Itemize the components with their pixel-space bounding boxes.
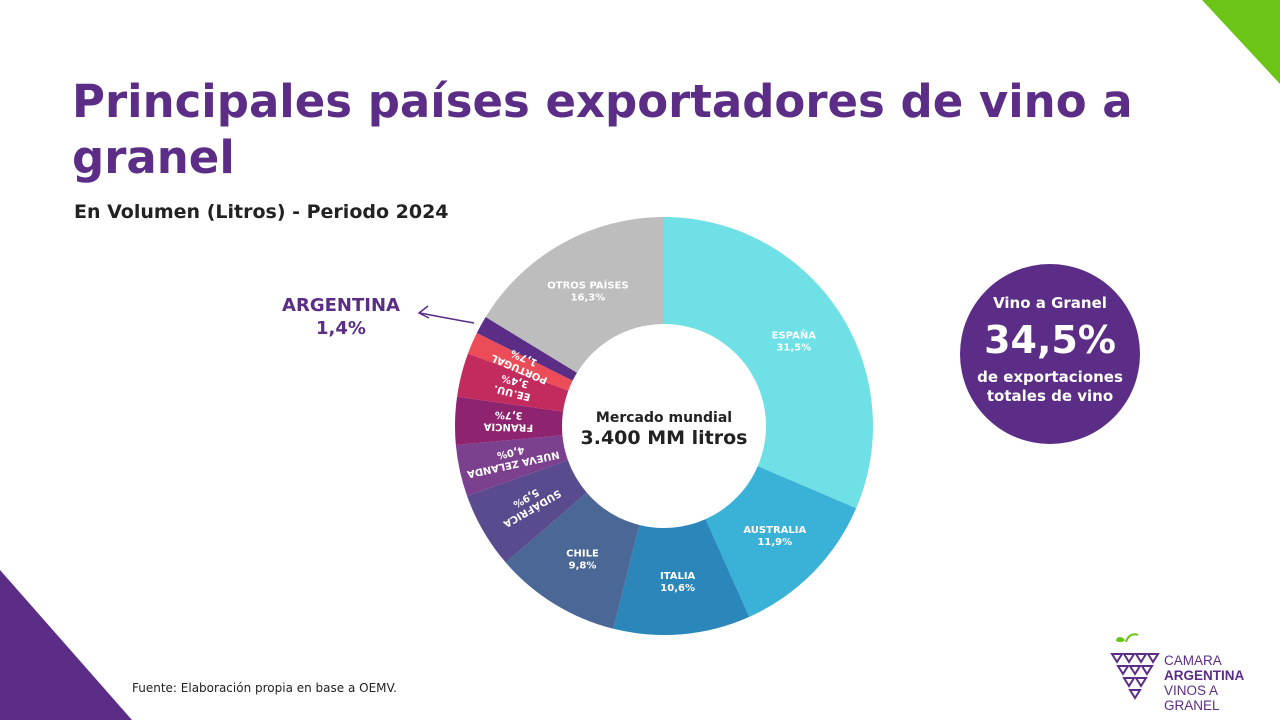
center-caption: Mercado mundial: [596, 410, 732, 426]
slice-nueva-zelanda: [455, 435, 568, 497]
slice-label-chile: CHILE 9,8%: [566, 548, 599, 571]
page-title: Principales países exportadores de vino …: [72, 75, 1133, 184]
slice-otros-paises: [485, 217, 664, 373]
callout-value: 1,4%: [316, 318, 366, 339]
slice-argentina: [476, 316, 577, 381]
page-subtitle: En Volumen (Litros) - Periodo 2024: [74, 201, 449, 223]
badge-title: Vino a Granel: [993, 294, 1107, 312]
logo-text: CAMARA ARGENTINA VINOS A GRANEL: [1164, 653, 1268, 713]
callout-arrow: [419, 312, 475, 324]
slice-australia: [705, 466, 857, 617]
slice-label-otros-paises: OTROS PAÍSES 16,3%: [547, 278, 628, 303]
camara-argentina-logo: CAMARA ARGENTINA VINOS A GRANEL: [1108, 632, 1268, 713]
badge-value: 34,5%: [984, 318, 1116, 362]
source-footnote: Fuente: Elaboración propia en base a OEM…: [132, 681, 397, 695]
center-total: 3.400 MM litros: [581, 427, 748, 449]
donut-slices: [455, 217, 873, 635]
slice-label-francia: FRANCIA3,7%: [483, 408, 533, 432]
slice-ee-uu: [457, 353, 569, 412]
slice-italia: [613, 519, 750, 635]
slice-sudafrica: [467, 460, 587, 563]
slice-francia: [455, 396, 564, 445]
bulk-wine-share-badge: Vino a Granel 34,5% de exportaciones tot…: [960, 264, 1140, 444]
callout-arrow-head: [417, 305, 430, 319]
logo-line-3: VINOS A GRANEL: [1164, 683, 1220, 713]
slice-label-italia: ITALIA 10,6%: [660, 571, 696, 594]
logo-line-1: CAMARA: [1164, 653, 1222, 668]
badge-subtitle: de exportaciones totales de vino: [977, 368, 1123, 405]
slice-chile: [505, 492, 640, 629]
logo-line-2: ARGENTINA: [1164, 668, 1245, 683]
corner-decoration-top-right: [1202, 0, 1280, 84]
slice-portugal: [467, 333, 573, 391]
corner-decoration-bottom-left: [0, 570, 132, 720]
grape-logo-icon: [1110, 633, 1160, 700]
slice-label-espana: ESPAÑA 31,5%: [772, 328, 817, 353]
slice-label-australia: AUSTRALIA 11,9%: [743, 525, 806, 548]
callout-country: ARGENTINA: [282, 295, 400, 316]
slice-espana: [664, 217, 873, 509]
